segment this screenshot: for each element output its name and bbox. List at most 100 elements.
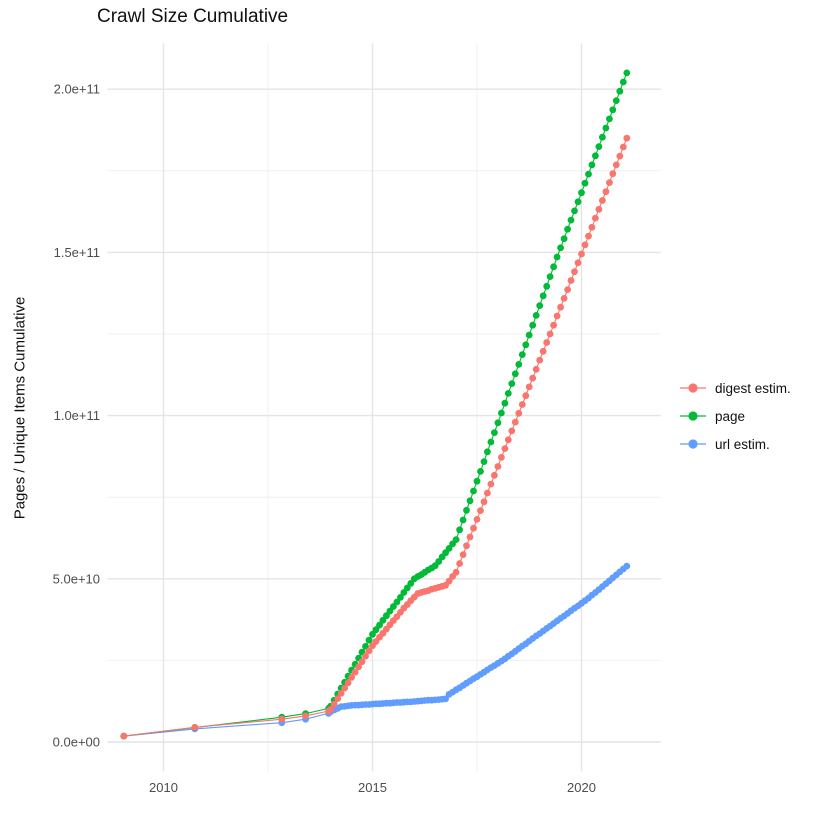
data-point [522, 392, 530, 400]
y-tick-label: 5.0e+10 [53, 571, 100, 586]
data-point [588, 223, 596, 231]
series-line-url-estim- [123, 565, 628, 737]
data-point [369, 630, 376, 638]
data-point [511, 370, 519, 378]
legend-label: url estim. [715, 436, 770, 452]
data-point [581, 241, 589, 249]
y-axis-title: Pages / Unique Items Cumulative [11, 296, 29, 520]
data-point [619, 143, 627, 151]
series-line-page [123, 72, 628, 737]
data-point [553, 312, 561, 320]
legend-item-page: page [680, 407, 791, 425]
data-point [362, 652, 369, 660]
data-point [609, 106, 617, 114]
data-point [504, 390, 512, 397]
legend-key-url-estim- [680, 439, 706, 449]
data-point [445, 577, 453, 585]
y-tick-label: 1.5e+11 [54, 245, 100, 260]
data-point [578, 250, 585, 258]
data-point [480, 458, 488, 465]
y-tick-label: 0.0e+00 [53, 735, 100, 750]
data-point [606, 115, 613, 123]
data-point [473, 516, 481, 523]
legend-item-url-estim-: url estim. [680, 435, 791, 453]
legend-label: page [715, 408, 746, 424]
data-point [379, 616, 387, 624]
data-point [452, 536, 460, 543]
data-point [355, 663, 362, 671]
data-point [623, 134, 631, 142]
data-point [588, 161, 596, 169]
data-point [585, 232, 592, 240]
data-point [498, 454, 505, 461]
data-point [501, 445, 509, 452]
data-point [581, 179, 589, 187]
data-point [560, 235, 568, 243]
legend-key-digest-estim- [680, 383, 706, 393]
data-point [477, 468, 484, 475]
data-point [376, 621, 383, 629]
data-point [334, 695, 342, 702]
data-point [543, 282, 551, 290]
data-point [571, 207, 578, 215]
y-tick-label: 1.0e+11 [54, 408, 100, 423]
data-point [592, 152, 599, 160]
data-point [529, 374, 537, 382]
data-point [536, 356, 544, 364]
data-point [557, 244, 564, 252]
chart-title: Crawl Size Cumulative [97, 6, 289, 27]
data-point [400, 589, 408, 596]
legend-key-page [680, 411, 706, 421]
data-point [341, 684, 348, 692]
data-point [560, 295, 568, 302]
data-point [348, 674, 355, 681]
data-point [539, 292, 547, 300]
data-point [466, 497, 474, 505]
data-point [599, 133, 606, 141]
data-point [529, 321, 537, 329]
data-point [456, 560, 463, 567]
data-point [567, 216, 575, 224]
data-point [498, 409, 505, 417]
data-point [330, 700, 338, 708]
data-point [578, 189, 585, 197]
data-point [456, 526, 463, 534]
legend-item-digest-estim-: digest estim. [680, 379, 791, 397]
data-point [595, 205, 603, 213]
data-point [616, 87, 624, 95]
data-point [459, 516, 467, 524]
data-point [487, 438, 495, 446]
data-point [491, 471, 498, 479]
data-point [532, 365, 540, 373]
data-point [532, 312, 540, 319]
data-point [484, 489, 491, 497]
data-point [344, 679, 352, 687]
data-point [480, 498, 488, 506]
data-point [365, 636, 373, 644]
data-point [518, 351, 526, 358]
data-point [518, 401, 526, 408]
data-point [571, 268, 578, 276]
data-point [494, 419, 502, 427]
data-point [515, 361, 523, 368]
data-point [463, 542, 470, 550]
data-point [602, 188, 610, 196]
data-point [473, 477, 481, 485]
data-point [546, 273, 554, 280]
data-point [120, 732, 128, 740]
data-point [365, 647, 373, 655]
data-point [466, 533, 474, 541]
data-point [494, 463, 502, 470]
data-point [508, 380, 516, 387]
data-point [599, 197, 606, 204]
data-point [574, 198, 582, 206]
data-point [351, 668, 359, 676]
data-point [574, 259, 582, 267]
data-point [477, 507, 484, 514]
data-point [358, 658, 366, 666]
data-point [470, 487, 477, 495]
data-point [397, 594, 404, 601]
data-point [546, 330, 554, 338]
data-point [592, 214, 599, 222]
